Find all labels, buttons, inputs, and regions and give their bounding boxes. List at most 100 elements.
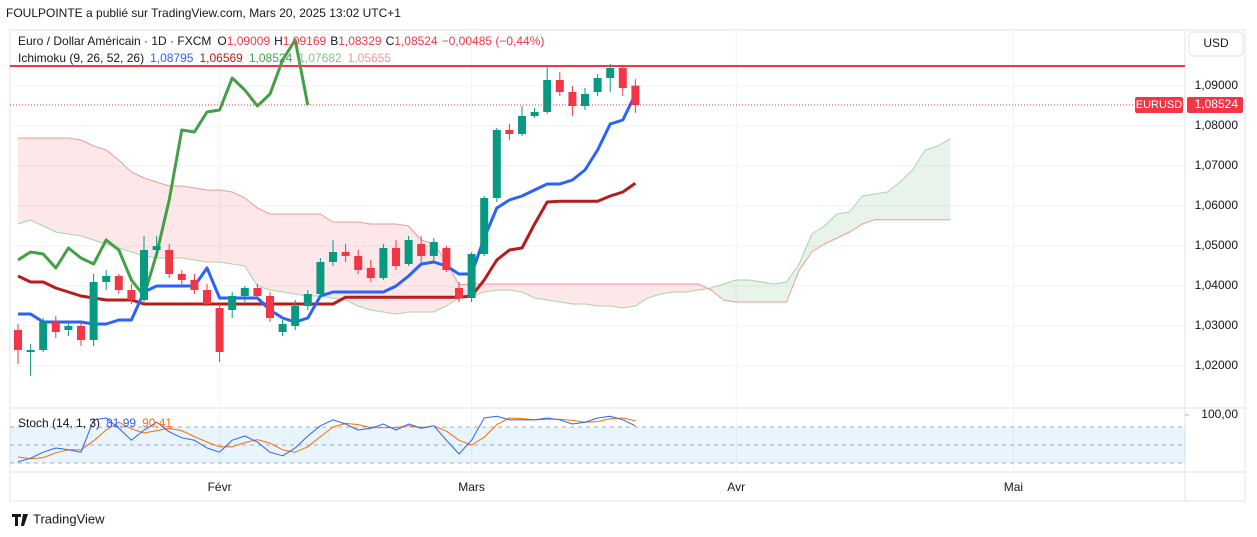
candle-body	[240, 288, 249, 296]
cloud-segment	[295, 214, 308, 296]
candle-body	[190, 280, 199, 290]
candle-body	[543, 80, 552, 112]
indicator-line	[18, 137, 951, 303]
cloud-segment	[232, 192, 245, 266]
cloud-segment	[30, 138, 44, 226]
cloud-segment	[333, 222, 346, 300]
candle-body	[555, 80, 564, 92]
indicator-line	[17, 138, 951, 315]
legend-value: H	[274, 34, 283, 48]
cloud-segment	[635, 284, 648, 306]
candle-body	[140, 250, 148, 300]
frame	[9, 29, 1246, 502]
candle-body	[581, 94, 589, 106]
currency-box[interactable]	[1188, 31, 1244, 57]
cloud-segment	[219, 190, 233, 264]
candle-body	[417, 244, 426, 256]
candle-body	[631, 85, 640, 106]
candle-body	[492, 130, 501, 198]
cloud-segment	[181, 186, 195, 260]
cloud-segment	[144, 178, 157, 258]
cloud-segment	[282, 214, 296, 294]
symbol-box	[1135, 97, 1183, 114]
symbol: Euro / Dollar Américain · 1D · FXCM	[18, 34, 211, 48]
legend-value: 1,08329	[338, 34, 382, 48]
cloud-segment	[736, 280, 749, 302]
indicator-line	[17, 182, 637, 306]
cloud-segment	[585, 284, 598, 306]
cloud-segment	[862, 194, 875, 224]
cloud-segment	[345, 222, 359, 306]
cloud-segment	[849, 196, 863, 232]
cloud-segment	[207, 190, 220, 262]
candle-body	[114, 276, 123, 290]
cloud-segment	[68, 138, 81, 236]
candle-body	[379, 248, 388, 278]
candle-body	[291, 306, 300, 326]
cloud-segment	[93, 146, 107, 244]
candle-body	[467, 254, 476, 298]
currency[interactable]: USD	[1203, 36, 1229, 50]
cloud-segment	[723, 280, 737, 302]
y-tick-label: 1,09000	[1195, 78, 1239, 92]
cloud-segment	[18, 138, 31, 224]
stoch-line	[17, 415, 636, 463]
y-tick-label: 1,06000	[1195, 198, 1239, 212]
cloud-segment	[912, 150, 926, 220]
candle-body	[266, 296, 274, 318]
plot-area: 1,02000 1,03000 1,04000 1,05000 1,06000 1,070…	[10, 30, 1243, 494]
cloud-segment	[496, 284, 510, 290]
indicator-line	[18, 93, 637, 326]
cloud-segment	[131, 172, 144, 256]
cloud-segment	[270, 214, 283, 292]
cloud-segment	[43, 138, 56, 232]
candle-body	[530, 112, 539, 116]
legend-value: 1,08524	[394, 34, 438, 48]
legend-value: 81,99	[106, 416, 136, 430]
symbol-legend: Euro / Dollar Américain · 1D · FXCM O 1,09…	[18, 34, 544, 48]
candle-body	[442, 248, 451, 270]
candle-body	[316, 262, 325, 294]
legend-value: C	[386, 34, 395, 48]
legend-value: O	[217, 34, 226, 48]
candle-body	[455, 288, 463, 298]
candle-body	[593, 78, 602, 92]
y-tick-label: 1,03000	[1195, 318, 1239, 332]
cloud-segment	[169, 186, 182, 258]
cloud-segment	[597, 284, 611, 306]
legend-value: 1,09169	[283, 34, 327, 48]
candle-body	[64, 326, 73, 330]
cloud-segment	[559, 284, 573, 304]
cloud-segment	[421, 240, 434, 312]
candle-body	[480, 198, 489, 254]
candle-body	[102, 276, 111, 282]
legend-value: 1,08795	[150, 51, 194, 65]
legend-value: 1,05655	[348, 51, 392, 65]
cloud-segment	[925, 146, 938, 220]
candle-body	[26, 350, 35, 352]
y-tick-label: 1,02000	[1195, 358, 1239, 372]
y-tick-label: 1,04000	[1195, 278, 1239, 292]
publisher: FOULPOINTE a publié sur TradingView.com,…	[6, 6, 401, 20]
cloud-segment	[522, 284, 535, 298]
candle-body	[165, 250, 174, 274]
x-tick-label: Févr	[208, 480, 232, 494]
candle-body	[354, 256, 363, 270]
stoch-title: Stoch (14, 1, 3)	[18, 416, 100, 430]
cloud-segment	[622, 284, 636, 308]
candle-body	[366, 268, 375, 278]
cloud-segment	[55, 138, 69, 234]
candle-body	[518, 116, 526, 134]
brand: TradingView	[33, 511, 105, 526]
cloud-segment	[937, 138, 951, 220]
cloud-segment	[824, 214, 837, 244]
candle-body	[39, 322, 48, 350]
stoch-legend: Stoch (14, 1, 3) 81,99 90,41	[18, 416, 172, 430]
candle-body	[278, 324, 287, 332]
cloud-segment	[786, 264, 800, 302]
y-tick-label: 100,00	[1201, 407, 1238, 421]
legend-value: B	[330, 34, 338, 48]
indicator-line	[17, 38, 310, 298]
cloud-segment	[572, 284, 585, 304]
